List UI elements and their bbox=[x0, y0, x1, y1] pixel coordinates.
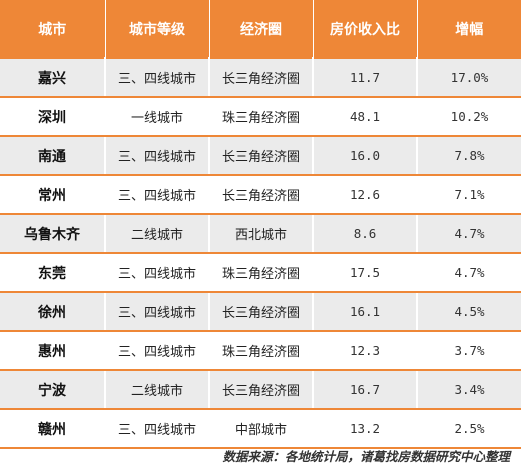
cell-price-income-ratio: 16.0 bbox=[313, 136, 418, 176]
cell-price-income-ratio: 16.1 bbox=[313, 292, 418, 332]
cell-price-income-ratio: 12.3 bbox=[313, 331, 418, 371]
cell-price-income-ratio: 17.5 bbox=[313, 253, 418, 293]
cell-city: 徐州 bbox=[0, 292, 106, 332]
cell-city: 赣州 bbox=[0, 409, 106, 449]
cell-growth: 7.8% bbox=[417, 136, 521, 176]
cell-economic-zone: 长三角经济圈 bbox=[209, 136, 314, 176]
cell-price-income-ratio: 48.1 bbox=[313, 97, 418, 137]
cell-growth: 4.7% bbox=[417, 253, 521, 293]
header-economic-zone: 经济圈 bbox=[209, 0, 314, 58]
cell-city-tier: 三、四线城市 bbox=[105, 57, 210, 98]
table-row: 常州 三、四线城市 长三角经济圈 12.6 7.1% bbox=[0, 175, 521, 215]
cell-price-income-ratio: 11.7 bbox=[313, 57, 418, 98]
cell-city-tier: 三、四线城市 bbox=[105, 136, 210, 176]
cell-price-income-ratio: 12.6 bbox=[313, 175, 418, 215]
cell-economic-zone: 长三角经济圈 bbox=[209, 292, 314, 332]
cell-economic-zone: 长三角经济圈 bbox=[209, 370, 314, 410]
cell-city: 嘉兴 bbox=[0, 57, 106, 98]
cell-city: 乌鲁木齐 bbox=[0, 214, 106, 254]
cell-price-income-ratio: 13.2 bbox=[313, 409, 418, 449]
table-row: 惠州 三、四线城市 珠三角经济圈 12.3 3.7% bbox=[0, 331, 521, 371]
cell-growth: 3.4% bbox=[417, 370, 521, 410]
cell-economic-zone: 长三角经济圈 bbox=[209, 175, 314, 215]
table-row: 南通 三、四线城市 长三角经济圈 16.0 7.8% bbox=[0, 136, 521, 176]
cell-city-tier: 一线城市 bbox=[105, 97, 210, 137]
cell-city: 东莞 bbox=[0, 253, 106, 293]
cell-economic-zone: 长三角经济圈 bbox=[209, 57, 314, 98]
cell-price-income-ratio: 8.6 bbox=[313, 214, 418, 254]
cell-city: 深圳 bbox=[0, 97, 106, 137]
cell-economic-zone: 珠三角经济圈 bbox=[209, 97, 314, 137]
table-row: 深圳 一线城市 珠三角经济圈 48.1 10.2% bbox=[0, 97, 521, 137]
cell-city: 常州 bbox=[0, 175, 106, 215]
source-note: 数据来源：各地统计局，诸葛找房数据研究中心整理 bbox=[222, 449, 510, 464]
city-price-income-table: 城市 城市等级 经济圈 房价收入比 增幅 嘉兴 三、四线城市 长三角经济圈 11… bbox=[0, 0, 521, 449]
header-price-income-ratio: 房价收入比 bbox=[313, 0, 418, 58]
cell-growth: 4.7% bbox=[417, 214, 521, 254]
cell-city-tier: 三、四线城市 bbox=[105, 253, 210, 293]
cell-city: 宁波 bbox=[0, 370, 106, 410]
cell-city: 惠州 bbox=[0, 331, 106, 371]
table-row: 赣州 三、四线城市 中部城市 13.2 2.5% bbox=[0, 409, 521, 449]
cell-city-tier: 三、四线城市 bbox=[105, 292, 210, 332]
header-city: 城市 bbox=[0, 0, 106, 58]
header-city-tier: 城市等级 bbox=[105, 0, 210, 58]
cell-city: 南通 bbox=[0, 136, 106, 176]
cell-growth: 10.2% bbox=[417, 97, 521, 137]
cell-growth: 7.1% bbox=[417, 175, 521, 215]
table-row: 东莞 三、四线城市 珠三角经济圈 17.5 4.7% bbox=[0, 253, 521, 293]
cell-city-tier: 二线城市 bbox=[105, 214, 210, 254]
table-row: 嘉兴 三、四线城市 长三角经济圈 11.7 17.0% bbox=[0, 57, 521, 98]
cell-economic-zone: 珠三角经济圈 bbox=[209, 331, 314, 371]
cell-growth: 3.7% bbox=[417, 331, 521, 371]
table-row: 乌鲁木齐 二线城市 西北城市 8.6 4.7% bbox=[0, 214, 521, 254]
table-body: 嘉兴 三、四线城市 长三角经济圈 11.7 17.0% 深圳 一线城市 珠三角经… bbox=[0, 57, 521, 449]
cell-economic-zone: 中部城市 bbox=[209, 409, 314, 449]
cell-city-tier: 三、四线城市 bbox=[105, 409, 210, 449]
header-growth: 增幅 bbox=[417, 0, 521, 58]
cell-growth: 2.5% bbox=[417, 409, 521, 449]
cell-city-tier: 三、四线城市 bbox=[105, 175, 210, 215]
cell-city-tier: 三、四线城市 bbox=[105, 331, 210, 371]
cell-growth: 4.5% bbox=[417, 292, 521, 332]
cell-economic-zone: 珠三角经济圈 bbox=[209, 253, 314, 293]
cell-price-income-ratio: 16.7 bbox=[313, 370, 418, 410]
table-row: 徐州 三、四线城市 长三角经济圈 16.1 4.5% bbox=[0, 292, 521, 332]
cell-city-tier: 二线城市 bbox=[105, 370, 210, 410]
cell-economic-zone: 西北城市 bbox=[209, 214, 314, 254]
table-row: 宁波 二线城市 长三角经济圈 16.7 3.4% bbox=[0, 370, 521, 410]
table-header: 城市 城市等级 经济圈 房价收入比 增幅 bbox=[0, 0, 521, 58]
header-row: 城市 城市等级 经济圈 房价收入比 增幅 bbox=[0, 0, 521, 58]
cell-growth: 17.0% bbox=[417, 57, 521, 98]
